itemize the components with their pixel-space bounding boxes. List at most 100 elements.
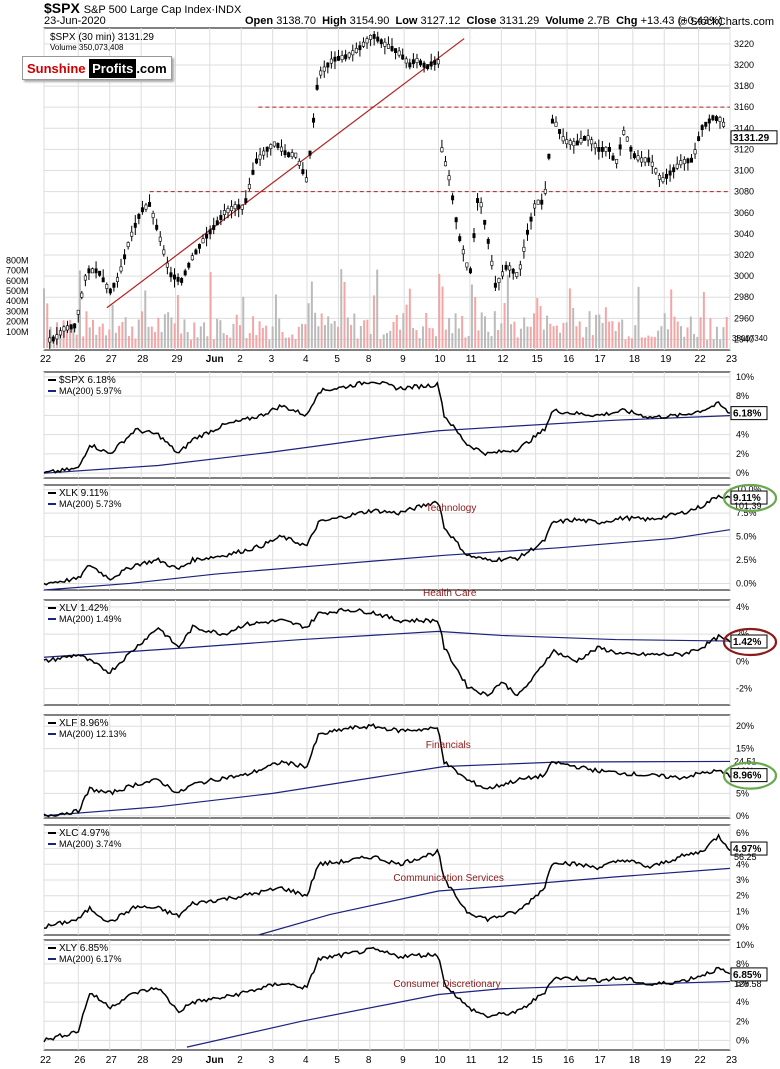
volume-bar [386, 333, 388, 348]
volume-bar [281, 331, 284, 348]
stockcharts-credit[interactable]: © StockCharts.com [679, 16, 774, 28]
volume-bar [297, 326, 300, 348]
panel-5-tick-label: 6% [736, 828, 749, 838]
candle-body [337, 55, 341, 61]
candle-body [618, 144, 622, 150]
candle-body [315, 84, 319, 90]
volume-tick-label: 300M [6, 306, 29, 316]
candle-body [501, 271, 505, 277]
volume-bar [304, 324, 307, 348]
volume-bar [464, 337, 467, 348]
volume-bar [663, 313, 666, 348]
panel-2-tick-label: 2.5% [736, 555, 757, 565]
volume-bar [376, 269, 379, 348]
volume-bar [725, 317, 728, 348]
candle-body [197, 243, 201, 249]
volume-bar [676, 321, 679, 348]
volume-bar [261, 327, 264, 348]
volume-bar [549, 323, 552, 348]
volume-bar [693, 333, 696, 348]
candle-body [451, 195, 455, 201]
panel-4-ma-last: 24.51 [734, 757, 757, 767]
x-axis-label-bottom: 15 [532, 1055, 544, 1066]
volume-bar [105, 335, 108, 348]
candle-body [472, 233, 476, 239]
volume-bar [470, 284, 473, 348]
volume-bar [595, 314, 598, 348]
volume-bar [444, 329, 447, 348]
volume-bar [141, 311, 143, 348]
candle-body [379, 39, 383, 45]
candle-body [672, 167, 676, 173]
panel-6-tick-label: 8% [736, 959, 749, 969]
panel-6-tick-label: 4% [736, 997, 749, 1007]
volume-bar [402, 313, 405, 348]
panel-6-price-line [43, 946, 731, 1043]
volume-bar [578, 321, 581, 348]
x-axis-label-top: 19 [660, 354, 672, 365]
candle-body [76, 309, 80, 315]
x-axis-label-top: 23 [726, 354, 738, 365]
candle-body [443, 161, 447, 167]
panel-1-ma-legend: MA(200) 5.97% [59, 386, 122, 396]
last-price-label: 3131.29 [733, 133, 770, 144]
price-tick-label: 3000 [734, 271, 754, 281]
candle-body [483, 219, 487, 225]
volume-bar [673, 316, 676, 348]
candle-body [58, 330, 62, 336]
candle-body [262, 150, 266, 156]
panel-4-highlight-ring [722, 761, 778, 790]
candle-body [151, 213, 155, 218]
volume-bar [399, 329, 402, 348]
price-tick-label: 2980 [734, 292, 754, 302]
candle-body [583, 135, 587, 141]
panel-2-price-line [43, 494, 731, 586]
volume-bar [480, 312, 483, 348]
panel-5-ma-last: 56.25 [734, 852, 757, 862]
x-axis-label-bottom: 2 [237, 1055, 243, 1066]
volume-bar [435, 336, 437, 348]
volume-bar [323, 325, 326, 348]
volume-bar [614, 331, 617, 348]
volume-bar [203, 322, 206, 348]
volume-bar [294, 339, 297, 348]
volume-bar [209, 272, 212, 348]
candle-body [468, 268, 472, 274]
x-axis-label-bottom: 8 [366, 1055, 372, 1066]
volume-bar [712, 339, 715, 348]
panel-5-last-value: 4.97% [733, 844, 761, 855]
volume-bar [493, 311, 496, 348]
volume-tick-label: 700M [6, 266, 29, 276]
volume-bar [337, 326, 339, 348]
volume-tick-label: 400M [6, 296, 29, 306]
volume-bar [46, 303, 49, 348]
candle-body [404, 58, 408, 64]
panel-4-last-value: 8.96% [733, 771, 761, 782]
panel-2-last-box [730, 490, 768, 505]
volume-bar [598, 314, 601, 348]
volume-bar [451, 333, 454, 348]
price-tick-label: 3220 [734, 39, 754, 49]
x-axis-label-bottom: 27 [106, 1055, 118, 1066]
candle-body [183, 270, 187, 276]
x-axis-label-top: 16 [563, 354, 575, 365]
candle-body [219, 215, 223, 220]
volume-bar [199, 326, 202, 348]
candle-body [98, 270, 102, 276]
candle-body [230, 206, 234, 212]
candle-body [718, 117, 722, 122]
volume-bar [715, 326, 718, 348]
price-legend: $SPX (30 min) 3131.29 [50, 32, 154, 43]
candle-body [290, 152, 294, 158]
volume-bar [307, 303, 310, 348]
volume-bar [510, 324, 513, 348]
volume-bar [356, 338, 359, 348]
panel-3-ma-line [43, 630, 731, 658]
candle-body [369, 35, 373, 40]
panel-3-ma-legend: MA(200) 1.49% [59, 614, 122, 624]
volume-bar [154, 332, 157, 348]
volume-bar [369, 333, 372, 348]
volume-bar [291, 334, 294, 348]
panel-5-legend: XLC 4.97% [59, 828, 110, 839]
candle-body [140, 207, 144, 213]
